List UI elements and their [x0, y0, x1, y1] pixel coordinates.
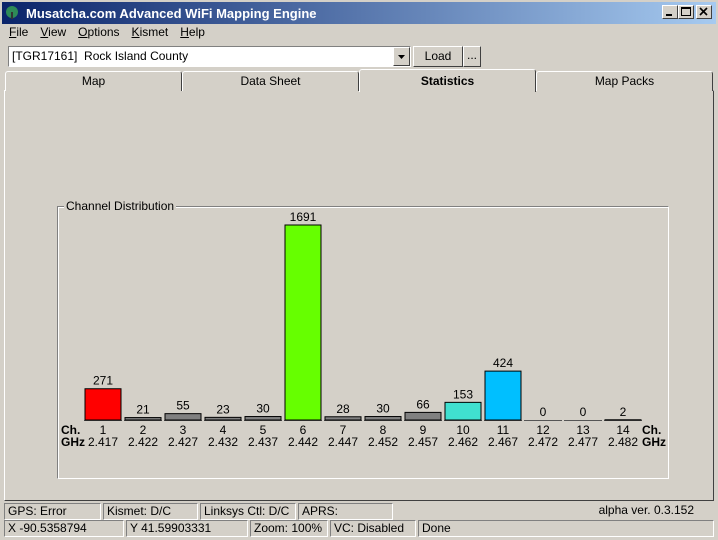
more-button[interactable]: ...	[463, 46, 481, 67]
chart: Ch.GHzCh.GHz27112.4172122.4225532.427234…	[61, 210, 666, 449]
group-title: Channel Distribution	[64, 199, 177, 213]
x-tick-label: 2	[140, 423, 147, 437]
value-label: 0	[540, 405, 547, 419]
location-combo[interactable]: [TGR17161] Rock Island County	[8, 46, 411, 67]
x-axis-label: Ch.	[61, 423, 80, 437]
bar	[284, 224, 322, 421]
value-label: 424	[493, 356, 513, 370]
frequency-label: 2.417	[88, 435, 118, 449]
title-bar: Musatcha.com Advanced WiFi Mapping Engin…	[0, 0, 718, 24]
value-label: 28	[336, 402, 350, 416]
menu-item[interactable]: File	[9, 25, 29, 39]
value-label: 271	[93, 374, 113, 388]
value-label: 1691	[290, 210, 317, 224]
frequency-label: 2.452	[368, 435, 398, 449]
frequency-label: 2.422	[128, 435, 158, 449]
load-button[interactable]: Load	[413, 46, 463, 67]
frequency-label: 2.477	[568, 435, 598, 449]
x-tick-label: 3	[180, 423, 187, 437]
value-label: 21	[136, 403, 150, 417]
x-tick-label: 4	[220, 423, 227, 437]
frequency-label: 2.432	[208, 435, 238, 449]
value-label: 30	[256, 402, 270, 416]
menu-item[interactable]: Options	[78, 25, 120, 39]
bar	[324, 416, 362, 421]
bar	[124, 417, 162, 421]
maximize-button[interactable]	[678, 5, 694, 19]
bar	[404, 411, 442, 421]
value-label: 153	[453, 387, 473, 401]
location-text: [TGR17161] Rock Island County	[12, 49, 189, 63]
close-button[interactable]	[696, 5, 712, 19]
status-aprs: APRS:	[298, 503, 393, 520]
window-title: Musatcha.com Advanced WiFi Mapping Engin…	[26, 6, 317, 21]
status-version: alpha ver. 0.3.152	[598, 503, 694, 517]
status-gps: GPS: Error	[4, 503, 101, 520]
frequency-label: 2.442	[288, 435, 318, 449]
x-tick-label: 7	[340, 423, 347, 437]
x-tick-label: 9	[420, 423, 427, 437]
x-tick-label: 5	[260, 423, 267, 437]
x-tick-label: 13	[576, 423, 590, 437]
status-zoom: Zoom: 100%	[250, 520, 328, 537]
status-x: X -90.5358794	[4, 520, 124, 537]
frequency-label: 2.447	[328, 435, 358, 449]
bar	[164, 413, 202, 421]
x-tick-label: 10	[456, 423, 470, 437]
x2-axis-label: GHz	[642, 435, 666, 449]
value-label: 2	[620, 405, 627, 419]
x-tick-label: 14	[616, 423, 630, 437]
frequency-label: 2.457	[408, 435, 438, 449]
frequency-label: 2.462	[448, 435, 478, 449]
frequency-label: 2.482	[608, 435, 638, 449]
x-axis-label: Ch.	[642, 423, 661, 437]
value-label: 30	[376, 402, 390, 416]
value-label: 66	[416, 397, 430, 411]
frequency-label: 2.467	[488, 435, 518, 449]
menu-bar: File View Options Kismet Help	[9, 25, 217, 41]
frequency-label: 2.427	[168, 435, 198, 449]
app-icon	[6, 6, 18, 19]
bar	[444, 401, 482, 421]
group-box	[57, 206, 669, 479]
frequency-label: 2.437	[248, 435, 278, 449]
bar	[244, 416, 282, 421]
menu-item[interactable]: Help	[180, 25, 205, 39]
bar	[484, 370, 522, 421]
menu-item[interactable]: View	[40, 25, 67, 39]
tab-active[interactable]: Statistics	[359, 69, 536, 92]
status-state: Done	[418, 520, 714, 537]
tab[interactable]: Map Packs	[536, 71, 713, 91]
frequency-label: 2.472	[528, 435, 558, 449]
status-kismet: Kismet: D/C	[103, 503, 198, 520]
status-linksys: Linksys Ctl: D/C	[200, 503, 296, 520]
minimize-button[interactable]	[662, 5, 678, 19]
bar	[364, 416, 402, 421]
x2-axis-label: GHz	[61, 435, 85, 449]
value-label: 55	[176, 399, 190, 413]
status-y: Y 41.59903331	[126, 520, 248, 537]
x-tick-label: 12	[536, 423, 550, 437]
combo-arrow[interactable]	[393, 47, 410, 66]
value-label: 0	[580, 405, 587, 419]
tab[interactable]: Data Sheet	[182, 71, 359, 91]
x-tick-label: 8	[380, 423, 387, 437]
x-tick-label: 1	[100, 423, 107, 437]
x-tick-label: 11	[497, 423, 510, 437]
x-tick-label: 6	[300, 423, 307, 437]
value-label: 23	[216, 402, 230, 416]
status-vc: VC: Disabled	[330, 520, 416, 537]
menu-item[interactable]: Kismet	[131, 25, 169, 39]
bar	[84, 388, 122, 421]
bar	[204, 416, 242, 421]
tab[interactable]: Map	[5, 71, 182, 91]
